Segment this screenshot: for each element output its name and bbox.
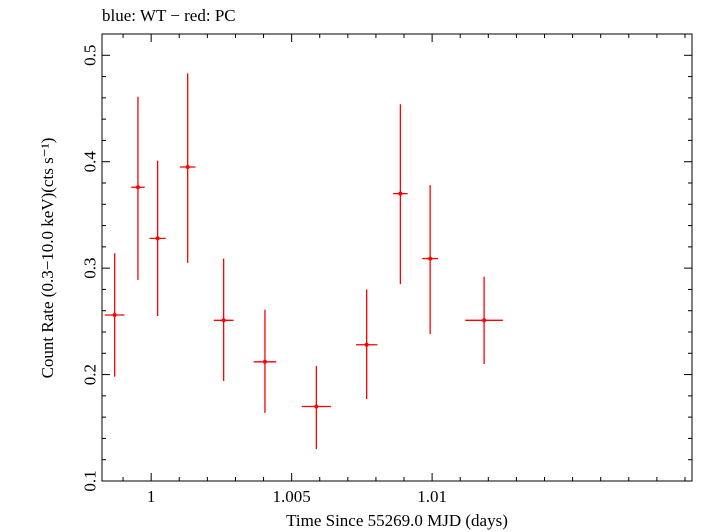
point-marker: [262, 359, 267, 364]
x-tick-label: 1: [147, 487, 156, 506]
x-tick-label: 1.01: [417, 487, 447, 506]
point-marker: [221, 318, 226, 323]
point-marker: [112, 312, 117, 317]
data-point: [149, 160, 166, 317]
data-point: [253, 309, 277, 413]
y-tick-label: 0.4: [81, 151, 100, 173]
y-tick-label: 0.5: [81, 45, 100, 66]
point-marker: [364, 342, 369, 347]
y-tick-label: 0.3: [81, 258, 100, 279]
data-point: [104, 253, 125, 377]
data-series-pc: [104, 73, 503, 450]
chart-title: blue: WT − red: PC: [102, 6, 236, 25]
point-marker: [185, 165, 190, 170]
data-point: [131, 96, 145, 280]
x-tick-label: 1.005: [273, 487, 311, 506]
data-point: [393, 104, 408, 285]
data-point: [301, 366, 331, 450]
data-point: [213, 258, 234, 381]
point-marker: [314, 404, 319, 409]
data-point: [422, 185, 439, 335]
data-point: [355, 289, 378, 400]
x-axis-label: Time Since 55269.0 MJD (days): [286, 511, 508, 530]
y-axis-ticks: 0.1 0.2 0.3 0.4 0.5: [81, 33, 692, 492]
data-point: [179, 73, 196, 263]
x-axis-ticks: 1 1.005 1.01: [122, 34, 686, 506]
point-marker: [428, 256, 433, 261]
point-marker: [482, 318, 487, 323]
y-tick-label: 0.2: [81, 364, 100, 385]
point-marker: [398, 191, 403, 196]
data-point: [465, 276, 503, 364]
point-marker: [135, 185, 140, 190]
y-tick-label: 0.1: [81, 470, 100, 491]
plot-frame: [101, 33, 693, 482]
point-marker: [155, 236, 160, 241]
y-axis-label: Count Rate (0.3−10.0 keV)(cts s⁻¹): [38, 138, 57, 379]
